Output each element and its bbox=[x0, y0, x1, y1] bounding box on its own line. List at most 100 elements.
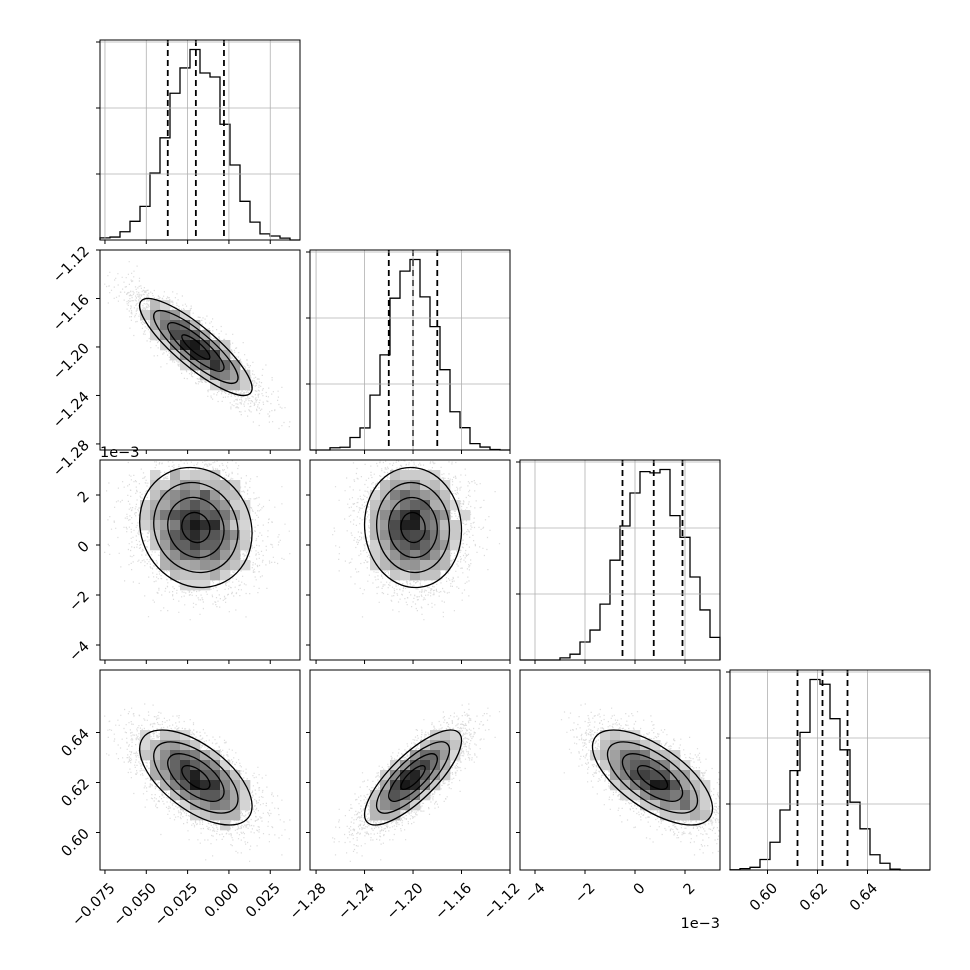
density-cell bbox=[410, 510, 421, 521]
density-cell bbox=[220, 810, 231, 821]
density-cell bbox=[390, 480, 401, 491]
contour bbox=[181, 334, 211, 360]
contour bbox=[376, 741, 451, 814]
density-cell bbox=[370, 560, 381, 571]
density-cell bbox=[400, 490, 411, 501]
density-cell bbox=[440, 550, 451, 561]
density-cell bbox=[190, 510, 201, 521]
density-cell bbox=[140, 520, 151, 531]
density-cell bbox=[220, 770, 231, 781]
density-cell bbox=[430, 500, 441, 511]
density-cell bbox=[430, 480, 441, 491]
density-cell bbox=[640, 760, 651, 771]
histogram-panel bbox=[520, 460, 721, 661]
density-cell bbox=[220, 540, 231, 551]
density-cell bbox=[640, 740, 651, 751]
density-cell bbox=[180, 470, 191, 481]
density-cell bbox=[380, 510, 391, 521]
density-cell bbox=[180, 520, 191, 531]
density-cell bbox=[210, 760, 221, 771]
density-cell bbox=[670, 780, 681, 791]
density-cell bbox=[400, 760, 411, 771]
density-cell bbox=[370, 510, 381, 521]
density-cell bbox=[200, 560, 211, 571]
x-tick-label: 0.62 bbox=[797, 880, 831, 914]
density-cell bbox=[180, 800, 191, 811]
density-cell bbox=[240, 790, 251, 801]
contour bbox=[181, 764, 211, 791]
density-cell bbox=[370, 790, 381, 801]
density-cell bbox=[210, 360, 221, 371]
density-cell bbox=[180, 340, 191, 351]
density-cell bbox=[180, 350, 191, 361]
density-cell bbox=[400, 470, 411, 481]
x-tick-label: −4 bbox=[522, 880, 548, 906]
density-cell bbox=[220, 780, 231, 791]
density-cell bbox=[190, 540, 201, 551]
density-cell bbox=[700, 790, 711, 801]
contour bbox=[388, 753, 438, 802]
density-cell bbox=[660, 750, 671, 761]
density-cell bbox=[140, 750, 151, 761]
panel-frame bbox=[309, 249, 511, 451]
density-cell bbox=[230, 530, 241, 541]
density-cell bbox=[210, 480, 221, 491]
panel-frame bbox=[99, 249, 301, 451]
scatter-panel bbox=[332, 703, 501, 862]
density-cell bbox=[160, 310, 171, 321]
density-cell bbox=[180, 510, 191, 521]
density-cell bbox=[630, 750, 641, 761]
density-cell bbox=[630, 770, 641, 781]
density-cell bbox=[170, 780, 181, 791]
density-cell bbox=[430, 740, 441, 751]
density-cell bbox=[150, 540, 161, 551]
contour bbox=[388, 496, 438, 559]
density-cell bbox=[380, 480, 391, 491]
density-cell bbox=[390, 780, 401, 791]
contour bbox=[181, 511, 211, 544]
density-cell bbox=[210, 780, 221, 791]
density-cell bbox=[410, 530, 421, 541]
density-cell bbox=[430, 520, 441, 531]
contour bbox=[139, 729, 253, 826]
density-cell bbox=[190, 570, 201, 581]
density-cell bbox=[190, 530, 201, 541]
scatter-panel bbox=[104, 703, 291, 862]
density-cell bbox=[680, 760, 691, 771]
histogram-panel bbox=[310, 250, 510, 451]
density-cell bbox=[610, 730, 621, 741]
density-cell bbox=[160, 480, 171, 491]
density-cell bbox=[400, 530, 411, 541]
density-cell bbox=[220, 760, 231, 771]
density-cell bbox=[400, 540, 411, 551]
density-cell bbox=[410, 570, 421, 581]
density-cell bbox=[230, 810, 241, 821]
contour bbox=[139, 297, 253, 397]
density-cell bbox=[180, 490, 191, 501]
density-cell bbox=[160, 520, 171, 531]
density-cell bbox=[140, 500, 151, 511]
contour bbox=[153, 481, 239, 574]
density-cell bbox=[150, 320, 161, 331]
density-cell bbox=[390, 790, 401, 801]
density-cell bbox=[600, 730, 611, 741]
density-cell bbox=[190, 480, 201, 491]
density-cell bbox=[690, 800, 701, 811]
density-cell bbox=[430, 540, 441, 551]
density-cell bbox=[390, 530, 401, 541]
density-cell bbox=[160, 760, 171, 771]
density-cell bbox=[410, 550, 421, 561]
density-cell bbox=[410, 790, 421, 801]
density-cell bbox=[180, 770, 191, 781]
density-cell bbox=[440, 730, 451, 741]
density-cell bbox=[410, 760, 421, 771]
density-cell bbox=[200, 760, 211, 771]
density-cell bbox=[190, 490, 201, 501]
x-tick-label: −2 bbox=[572, 880, 598, 906]
density-cell bbox=[170, 480, 181, 491]
density-cell bbox=[180, 790, 191, 801]
density-cell bbox=[140, 510, 151, 521]
density-cell bbox=[170, 740, 181, 751]
density-cell bbox=[230, 490, 241, 501]
density-cell bbox=[240, 800, 251, 811]
